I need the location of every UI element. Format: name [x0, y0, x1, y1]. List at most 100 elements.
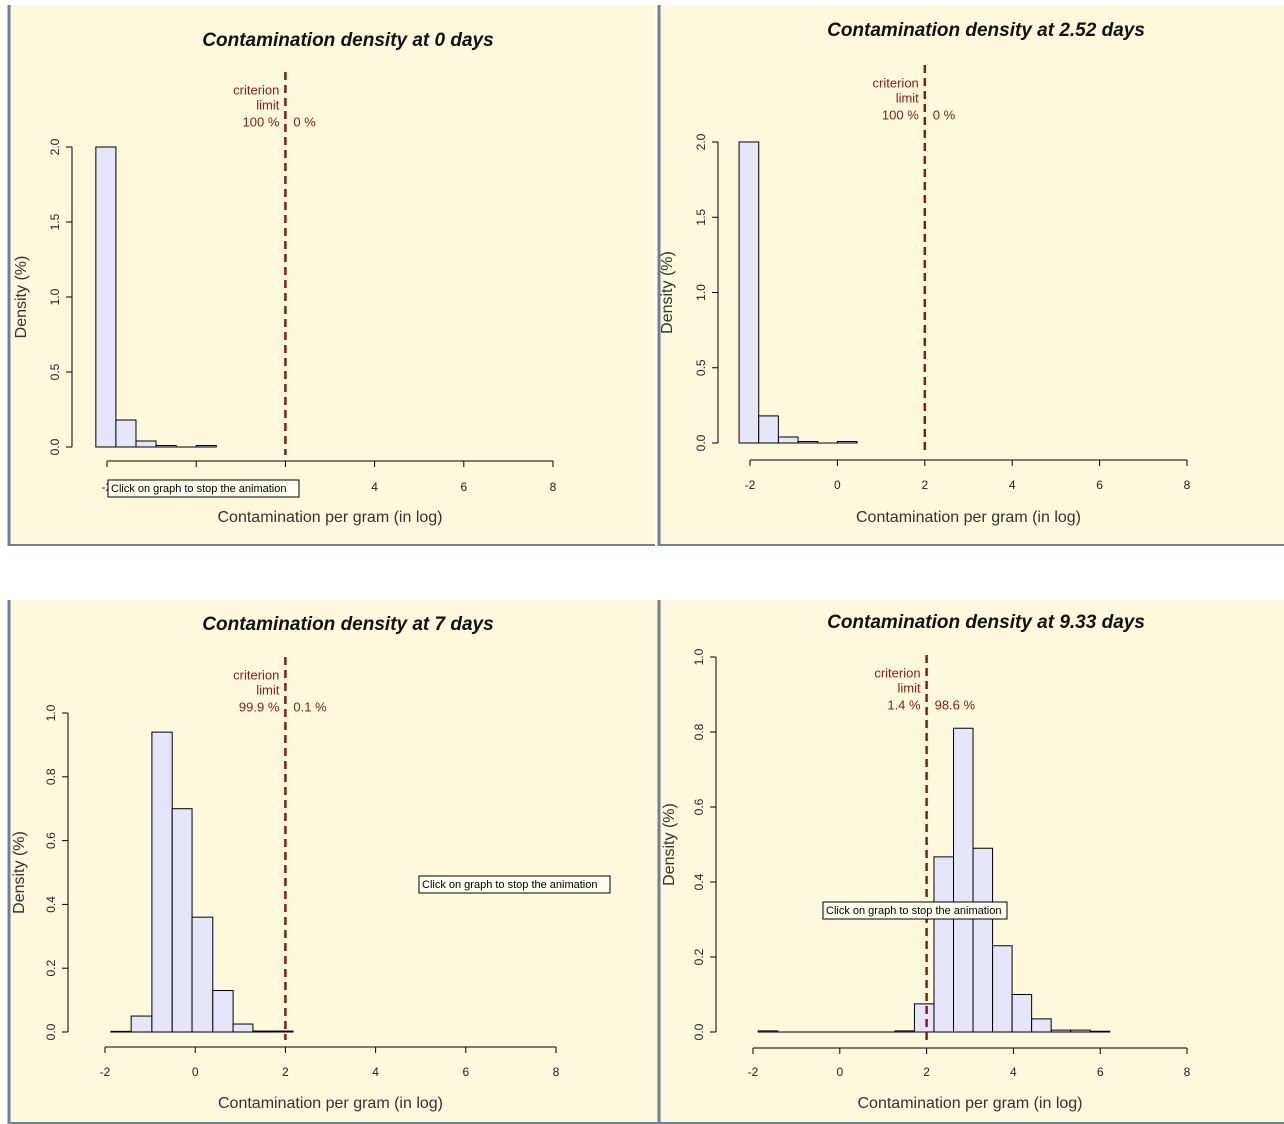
x-tick-label: 2 [921, 478, 928, 492]
bar [777, 436, 799, 444]
above-percent: 0 % [933, 107, 956, 122]
criterion-text: criterion [233, 667, 279, 682]
bar [1089, 1030, 1111, 1033]
x-tick-label: 6 [462, 1065, 469, 1079]
bar [95, 146, 117, 448]
bar [115, 419, 137, 448]
criterion-text: criterion [873, 75, 919, 90]
bar [972, 847, 994, 1033]
bar [252, 1030, 274, 1033]
x-tick-label: 0 [836, 1065, 843, 1079]
bar [1031, 1018, 1052, 1033]
chart-title: Contamination density at 0 days [202, 30, 493, 51]
x-tick-label: 4 [1009, 478, 1016, 492]
y-tick-label: 0.6 [44, 832, 58, 849]
bar [757, 1030, 779, 1033]
below-percent: 100 % [243, 114, 280, 129]
bar [272, 1030, 294, 1033]
chart-title: Contamination density at 7 days [202, 614, 493, 635]
x-tick-label: 8 [1184, 478, 1191, 492]
bar [232, 1023, 254, 1033]
criterion-text: criterion [233, 82, 279, 97]
x-tick-label: 2 [923, 1065, 930, 1079]
y-tick-label: 1.0 [694, 284, 708, 301]
above-percent: 0.1 % [293, 699, 327, 714]
tooltip: Click on graph to stop the animation [422, 879, 598, 891]
x-tick-label: 8 [553, 1065, 560, 1079]
criterion-text: limit [896, 90, 919, 105]
x-tick-label: 4 [371, 480, 378, 494]
tooltip: Click on graph to stop the animation [826, 905, 1002, 917]
bar [953, 727, 974, 1033]
y-tick-label: 0.0 [692, 1023, 706, 1040]
x-tick-label: 6 [1097, 1065, 1104, 1079]
y-tick-label: 0.5 [48, 363, 62, 380]
y-tick-label: 0.4 [44, 896, 58, 913]
x-axis-label: Contamination per gram (in log) [218, 509, 443, 526]
y-tick-label: 2.0 [694, 133, 708, 150]
y-axis-label: Density (%) [661, 803, 678, 886]
y-tick-label: 1.5 [694, 209, 708, 226]
x-tick-label: 8 [550, 480, 557, 494]
y-tick-label: 0.2 [692, 948, 706, 965]
x-tick-label: -2 [100, 1065, 111, 1079]
x-tick-label: -2 [745, 478, 756, 492]
x-tick-label: 4 [1010, 1065, 1017, 1079]
y-axis-label: Density (%) [659, 251, 676, 334]
x-axis-label: Contamination per gram (in log) [856, 509, 1081, 526]
criterion-text: limit [256, 682, 279, 697]
y-tick-label: 0.8 [44, 768, 58, 785]
below-percent: 100 % [882, 107, 919, 122]
y-axis-label: Density (%) [13, 256, 30, 339]
tooltip-box [822, 901, 1008, 920]
bar [135, 440, 157, 448]
panel [8, 600, 658, 1124]
y-tick-label: 1.0 [48, 288, 62, 305]
y-axis-label: Density (%) [11, 831, 28, 914]
above-percent: 0 % [293, 114, 316, 129]
y-tick-label: 0.2 [44, 960, 58, 977]
bar [1011, 994, 1033, 1033]
y-tick-label: 0.0 [694, 434, 708, 451]
y-tick-label: 0.0 [48, 438, 62, 455]
bar [171, 808, 193, 1033]
below-percent: 99.9 % [239, 699, 280, 714]
bar [933, 856, 955, 1033]
above-percent: 98.6 % [935, 697, 976, 712]
x-tick-label: -2 [748, 1065, 759, 1079]
x-tick-label: 4 [372, 1065, 379, 1079]
y-tick-label: 1.0 [44, 704, 58, 721]
y-tick-label: 2.0 [48, 138, 62, 155]
x-tick-label: -2 [102, 480, 113, 494]
bar [836, 440, 858, 444]
x-axis-label: Contamination per gram (in log) [218, 1095, 443, 1112]
x-tick-label: 0 [834, 478, 841, 492]
y-tick-label: 0.4 [692, 873, 706, 890]
bar [195, 445, 217, 448]
bar [110, 1030, 132, 1033]
tooltip-box [107, 479, 300, 498]
bar [151, 731, 173, 1033]
below-percent: 1.4 % [887, 697, 921, 712]
bar [797, 440, 819, 444]
bar [913, 1003, 935, 1033]
y-tick-label: 0.8 [692, 723, 706, 740]
y-tick-label: 0.5 [694, 359, 708, 376]
chart-title: Contamination density at 9.33 days [827, 612, 1145, 633]
x-tick-label: 6 [1096, 478, 1103, 492]
y-tick-label: 1.5 [48, 213, 62, 230]
bar [212, 990, 234, 1033]
bar [1050, 1029, 1072, 1033]
x-tick-label: 8 [1184, 1065, 1191, 1079]
bar [191, 916, 214, 1033]
chart-title: Contamination density at 2.52 days [827, 20, 1145, 41]
criterion-text: limit [256, 97, 279, 112]
x-tick-label: 6 [460, 480, 467, 494]
criterion-text: criterion [874, 665, 920, 680]
bar [738, 141, 760, 444]
panel [658, 5, 1284, 546]
criterion-text: limit [897, 680, 920, 695]
y-tick-label: 0.6 [692, 798, 706, 815]
bar [1070, 1029, 1091, 1033]
x-tick-label: 2 [282, 1065, 289, 1079]
